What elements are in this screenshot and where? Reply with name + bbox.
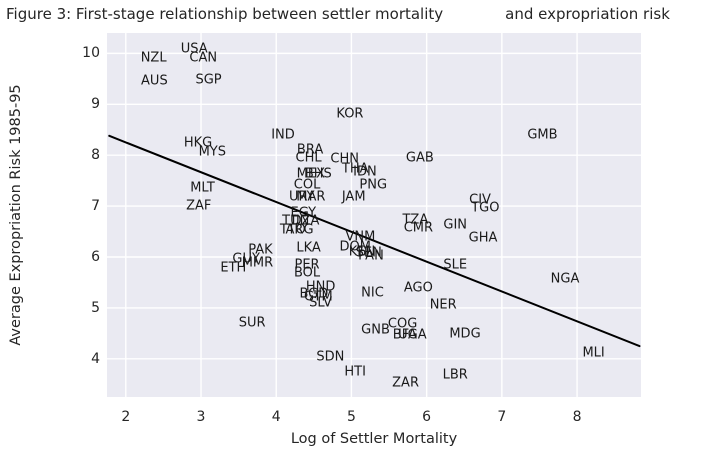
country-label-tto: TTO <box>279 222 306 237</box>
country-label-gmb: GMB <box>527 127 558 143</box>
country-label-bol: BOL <box>293 265 321 281</box>
y-tick-label-8: 8 <box>91 147 100 164</box>
country-label-tha: THA <box>341 161 369 177</box>
country-label-pan: PAN <box>358 248 384 264</box>
country-label-mli: MLI <box>582 345 605 361</box>
y-tick-label-5: 5 <box>91 299 100 316</box>
country-label-nga: NGA <box>550 271 580 287</box>
country-label-gab: GAB <box>405 150 434 166</box>
country-label-ury: URY <box>288 189 315 205</box>
regression-line <box>108 134 641 348</box>
country-label-tza: TZA <box>402 212 429 228</box>
country-label-dza: DZA <box>291 213 320 229</box>
country-label-mdg: MDG <box>449 326 481 342</box>
country-label-tun: TUN <box>282 213 310 229</box>
country-label-nzl: NZL <box>140 50 167 66</box>
country-label-ken: KEN <box>348 244 376 260</box>
country-label-slv: SLV <box>309 295 333 311</box>
country-label-mex: MEX <box>296 166 325 181</box>
country-label-mmr: MMR <box>241 255 274 271</box>
country-label-hnd: HND <box>305 279 336 295</box>
country-label-zar: ZAR <box>392 375 419 391</box>
x-tick-label-6: 6 <box>422 409 432 425</box>
country-label-tgo: TGO <box>471 200 500 216</box>
country-label-uga: UGA <box>398 327 427 343</box>
country-label-chl: CHL <box>295 150 322 166</box>
y-tick-label-9: 9 <box>91 96 100 113</box>
y-tick-label-10: 10 <box>82 45 100 62</box>
country-label-ind: IND <box>271 127 295 143</box>
country-label-sdn: SDN <box>316 349 345 365</box>
y-axis-title: Average Expropriation Risk 1985-95 <box>8 84 24 346</box>
country-label-cmr: CMR <box>403 220 434 236</box>
country-label-sle: SLE <box>443 257 468 273</box>
country-label-vnm: VNM <box>345 229 376 245</box>
country-label-bgd: BGD <box>299 286 329 302</box>
country-label-bfa: BFA <box>392 327 417 343</box>
country-label-mys: MYS <box>198 144 226 160</box>
country-label-lka: LKA <box>296 240 321 256</box>
country-label-bra: BRA <box>296 142 324 158</box>
country-label-mlt: MLT <box>190 180 215 196</box>
chart-title: Figure 3: First-stage relationship betwe… <box>6 5 670 23</box>
country-label-chn: CHN <box>330 151 359 167</box>
country-label-eth: ETH <box>220 260 247 276</box>
country-label-idn: IDN <box>353 164 377 180</box>
country-label-zaf: ZAF <box>186 198 212 214</box>
country-label-dom: DOM <box>339 239 371 255</box>
country-label-sen: SEN <box>355 245 382 261</box>
country-label-gin: GIN <box>443 217 468 233</box>
country-label-hti: HTI <box>344 364 366 380</box>
country-label-sgp: SGP <box>195 72 222 88</box>
x-tick-label-8: 8 <box>572 409 582 425</box>
country-label-civ: CIV <box>469 192 491 208</box>
x-axis-title: Log of Settler Mortality <box>290 431 458 447</box>
country-label-kor: KOR <box>336 106 364 122</box>
y-tick-label-6: 6 <box>91 249 100 265</box>
country-label-ago: AGO <box>403 280 433 296</box>
country-label-col: COL <box>293 177 321 193</box>
x-tick-label-2: 2 <box>121 409 131 425</box>
y-tick-label-7: 7 <box>91 198 100 215</box>
x-tick-label-7: 7 <box>497 409 507 425</box>
country-label-arg: ARG <box>285 222 314 237</box>
country-label-hkg: HKG <box>183 135 213 151</box>
country-label-bhs: BHS <box>304 166 332 181</box>
country-label-aus: AUS <box>141 73 168 89</box>
country-label-ner: NER <box>429 297 457 313</box>
x-tick-label-5: 5 <box>346 409 356 425</box>
y-tick-label-4: 4 <box>91 350 100 367</box>
country-label-png: PNG <box>359 177 388 193</box>
country-label-gnb: GNB <box>361 322 390 338</box>
country-label-jam: JAM <box>341 189 366 205</box>
x-tick-label-3: 3 <box>196 409 206 425</box>
country-label-nic: NIC <box>361 285 384 301</box>
country-label-sur: SUR <box>238 315 266 331</box>
country-label-lbr: LBR <box>442 367 468 383</box>
country-label-mar: MAR <box>296 189 326 205</box>
country-label-can: CAN <box>189 50 218 66</box>
x-tick-label-4: 4 <box>271 409 281 425</box>
country-label-usa: USA <box>180 41 208 57</box>
country-label-gtm: GTM <box>303 289 333 305</box>
country-label-egy: EGY <box>290 205 317 221</box>
country-label-guy: GUY <box>232 251 260 267</box>
country-label-cog: COG <box>387 316 418 332</box>
country-label-pak: PAK <box>248 242 273 258</box>
plot-background <box>107 33 641 397</box>
country-label-gha: GHA <box>468 230 498 246</box>
country-label-per: PER <box>294 257 320 273</box>
